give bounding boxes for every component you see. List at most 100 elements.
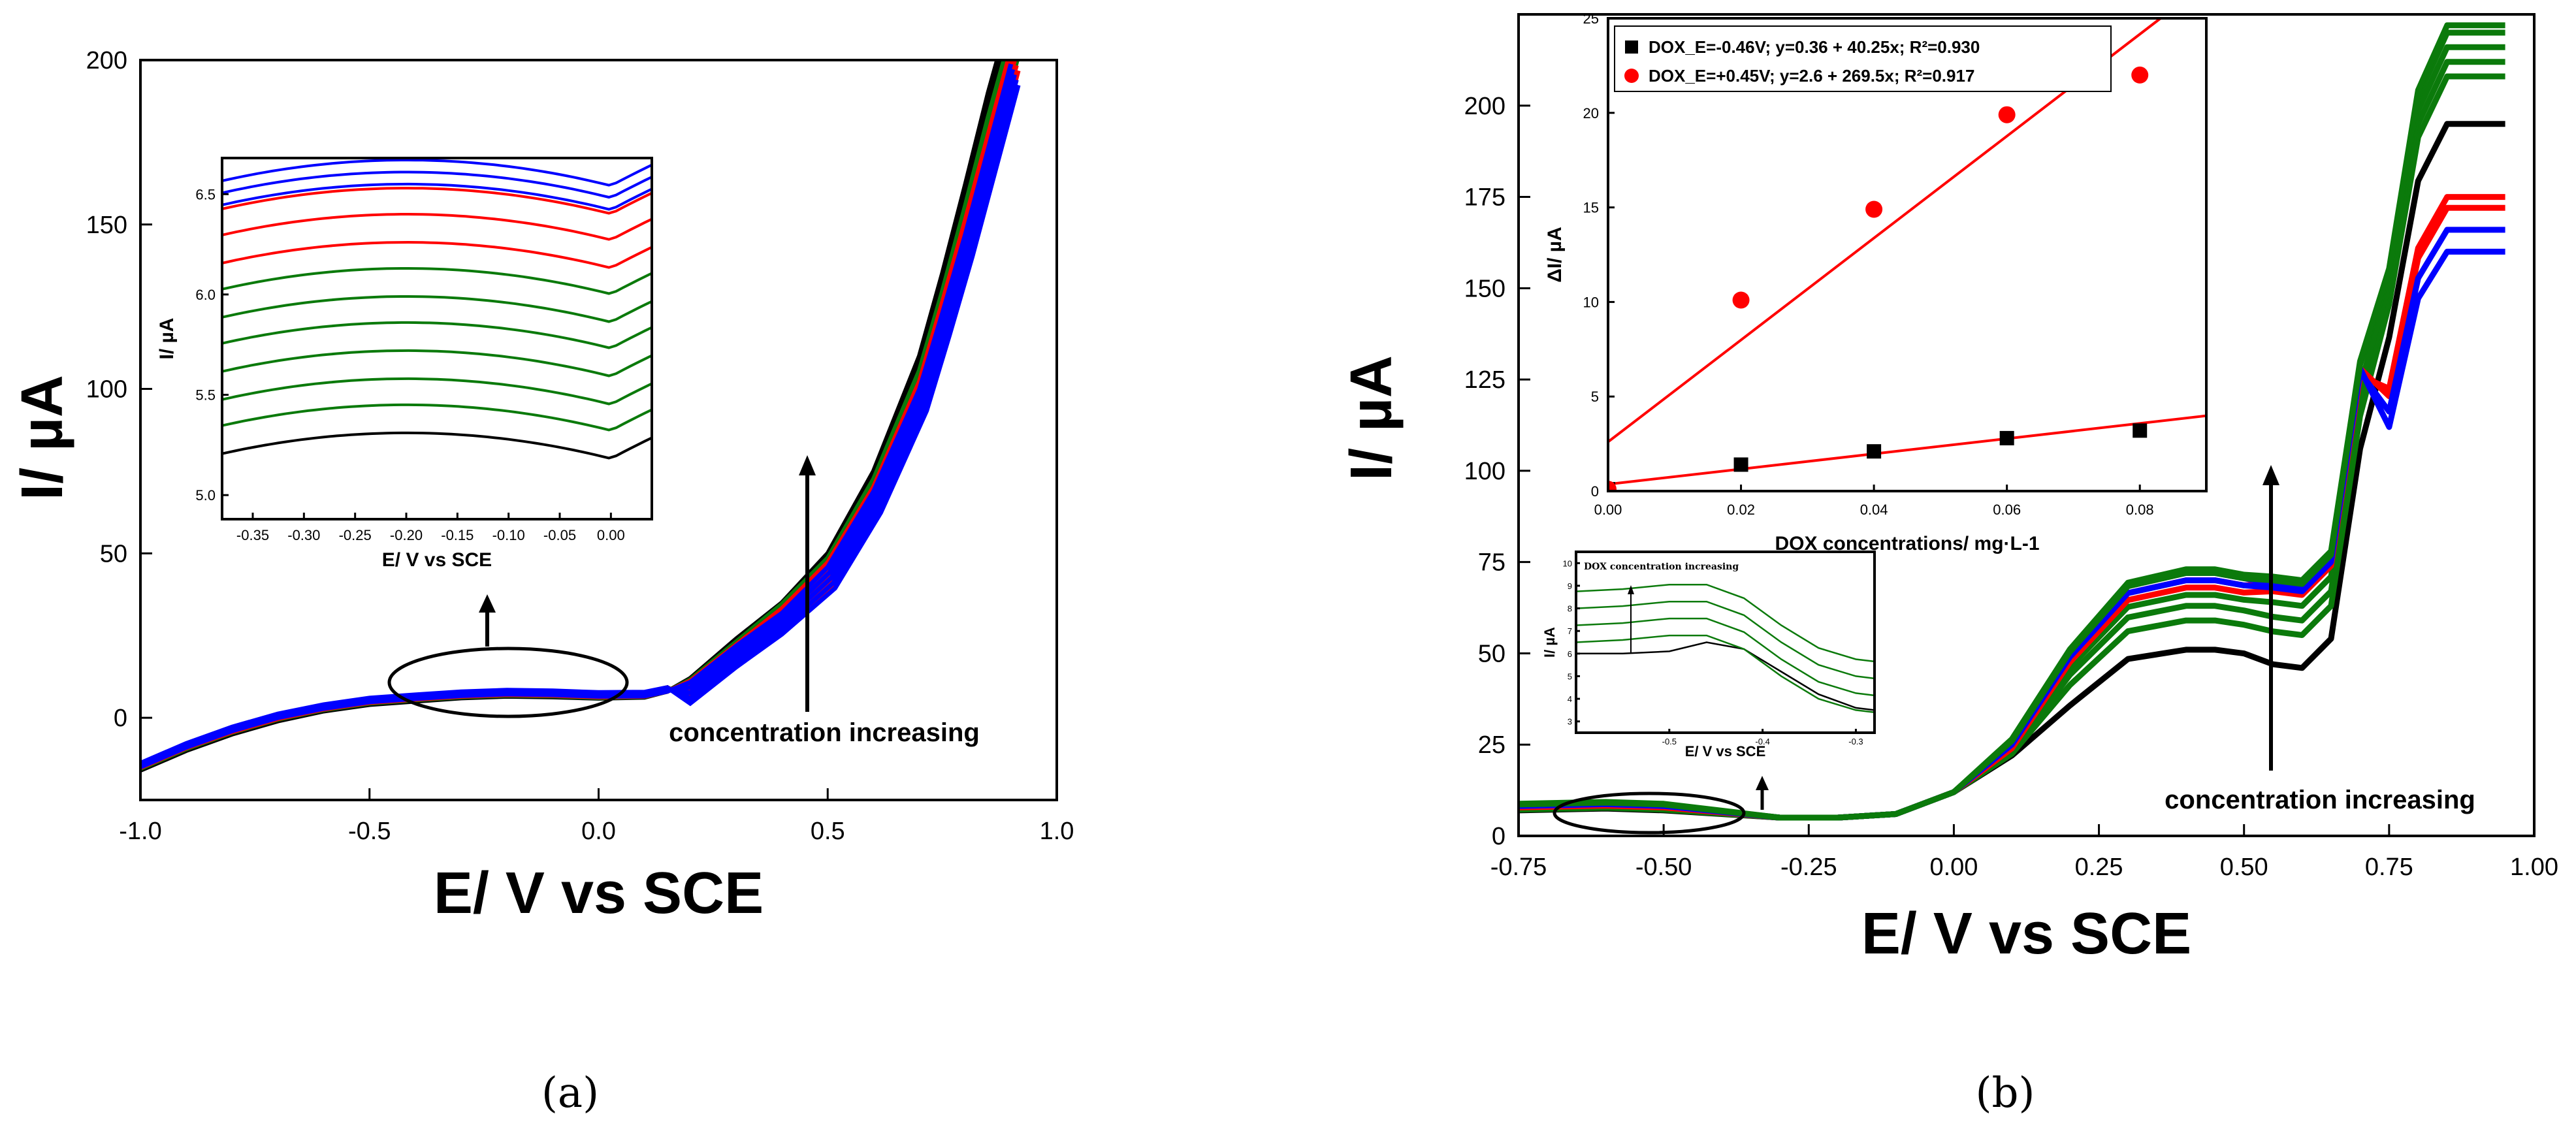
x-tick-label: -0.15 bbox=[441, 527, 474, 543]
arrow-head bbox=[1756, 776, 1769, 790]
inset-x-title: E/ V vs SCE bbox=[382, 549, 492, 571]
inset-y-title: I/ µA bbox=[156, 318, 178, 360]
y-tick-label: 75 bbox=[1478, 549, 1505, 577]
x-tick-label: 0.00 bbox=[1929, 854, 1978, 881]
y-tick-label: 150 bbox=[86, 212, 127, 239]
x-tick-label: -0.35 bbox=[236, 527, 269, 543]
x-tick-label: -0.3 bbox=[1848, 737, 1863, 746]
inset-curve bbox=[1576, 617, 1875, 697]
inset-y-title: I/ µA bbox=[1541, 627, 1558, 658]
x-tick-label: 0.06 bbox=[1993, 502, 2021, 518]
arrow-head bbox=[1628, 585, 1634, 594]
x-tick-label: 0.0 bbox=[581, 818, 616, 845]
y-tick-label: 6.0 bbox=[195, 287, 216, 303]
inset-small-title: DOX concentration increasing bbox=[1584, 562, 1739, 572]
x-tick-label: -0.75 bbox=[1490, 854, 1547, 881]
inset-curve bbox=[222, 295, 652, 323]
data-point-circle bbox=[1732, 291, 1750, 309]
y-tick-label: 10 bbox=[1563, 558, 1572, 568]
x-tick-label: -0.4 bbox=[1755, 737, 1769, 746]
y-tick-label: 5 bbox=[1591, 389, 1599, 405]
x-tick-label: -0.05 bbox=[543, 527, 576, 543]
y-tick-label: 125 bbox=[1464, 366, 1505, 394]
y-tick-label: 8 bbox=[1568, 604, 1572, 614]
data-point-square bbox=[1999, 430, 2014, 445]
inset-curve bbox=[222, 213, 652, 241]
y-tick-label: 25 bbox=[1478, 731, 1505, 759]
inset-a: -0.35 -0.30 -0.25 -0.20 -0.15 -0.10 -0.05 0.00 5… bbox=[156, 157, 653, 571]
x-axis-title: E/ V vs SCE bbox=[434, 861, 764, 926]
inset-curve bbox=[1576, 583, 1875, 663]
inset-curve bbox=[222, 349, 652, 377]
inset-curve bbox=[222, 170, 652, 199]
fit-line bbox=[1608, 414, 2206, 486]
data-point-circle bbox=[1608, 481, 1617, 491]
chart-b: -0.75 -0.50 -0.25 0.00 0.25 0.50 0.75 1.0002550… bbox=[1339, 13, 2558, 1117]
series-line bbox=[1519, 22, 2505, 821]
inset-curve bbox=[222, 267, 652, 295]
arrow-head bbox=[799, 455, 816, 475]
y-tick-label: 4 bbox=[1568, 694, 1572, 704]
x-tick-label: -0.10 bbox=[492, 527, 525, 543]
x-tick-label: -0.25 bbox=[1780, 854, 1837, 881]
x-tick-label: 0.08 bbox=[2126, 502, 2154, 518]
x-tick-label: -0.20 bbox=[390, 527, 423, 543]
inset-curve bbox=[222, 182, 652, 211]
y-tick-label: 7 bbox=[1568, 626, 1572, 636]
data-point-circle bbox=[1865, 200, 1883, 218]
y-tick-label: 10 bbox=[1583, 294, 1599, 310]
x-tick-label: -0.50 bbox=[1635, 854, 1692, 881]
y-tick-label: 200 bbox=[1464, 93, 1505, 120]
chart-a: -1.0 -0.5 0.0 0.5 1.0 0 50 100 150 200 E/ V vs SCE… bbox=[10, 47, 1074, 1117]
y-tick-label: 15 bbox=[1583, 200, 1599, 216]
concentration-annotation: concentration increasing bbox=[2165, 786, 2475, 814]
y-tick-label: 5.0 bbox=[195, 487, 216, 504]
x-tick-label: -0.5 bbox=[348, 818, 391, 845]
x-tick-label: 0.04 bbox=[1860, 502, 1888, 518]
x-tick-label: 1.0 bbox=[1040, 818, 1074, 845]
y-tick-label: 5.5 bbox=[195, 387, 216, 404]
y-tick-label: 0 bbox=[1492, 823, 1505, 850]
y-tick-label: 0 bbox=[1591, 483, 1599, 500]
data-point-square bbox=[1867, 444, 1882, 459]
data-point-circle bbox=[1998, 106, 2016, 123]
panel-label-a: (a) bbox=[541, 1069, 599, 1117]
x-tick-label: 0.5 bbox=[811, 818, 845, 845]
y-tick-label: 25 bbox=[1583, 10, 1599, 27]
x-tick-label: 0.00 bbox=[597, 527, 625, 543]
x-tick-label: 0.25 bbox=[2075, 854, 2123, 881]
y-tick-label: 3 bbox=[1568, 717, 1572, 727]
inset-frame bbox=[1607, 17, 2208, 492]
y-tick-label: 50 bbox=[100, 540, 127, 568]
legend-label: DOX_E=+0.45V; y=2.6 + 269.5x; R²=0.917 bbox=[1649, 66, 1974, 86]
legend: DOX_E=-0.46V; y=0.36 + 40.25x; R²=0.930 D… bbox=[1614, 25, 2112, 92]
inset-curve bbox=[222, 159, 652, 187]
y-tick-label: 0 bbox=[114, 705, 127, 732]
inset-x-title: E/ V vs SCE bbox=[1685, 743, 1766, 759]
legend-box bbox=[1614, 25, 2112, 92]
inset-curve bbox=[1576, 600, 1875, 680]
inset-y-title: ΔI/ µA bbox=[1544, 227, 1566, 283]
inset-small-series bbox=[1576, 583, 1875, 714]
chart-a-series bbox=[140, 60, 1021, 773]
x-tick-label: -0.30 bbox=[287, 527, 320, 543]
legend-label: DOX_E=-0.46V; y=0.36 + 40.25x; R²=0.930 bbox=[1649, 37, 1980, 57]
y-axis-title: I/ µA bbox=[1339, 355, 1404, 481]
arrow-head bbox=[479, 594, 496, 613]
y-tick-label: 20 bbox=[1583, 105, 1599, 121]
inset-small: -0.5 -0.4 -0.3 3 4 5 6 7 8 9 10 DOX concentration i… bbox=[1541, 551, 1876, 759]
inset-curve bbox=[222, 321, 652, 349]
data-point-square bbox=[1733, 457, 1748, 472]
data-point-circle bbox=[2131, 66, 2149, 84]
y-tick-label: 5 bbox=[1568, 671, 1572, 681]
x-tick-label: -0.5 bbox=[1662, 737, 1677, 746]
chart-b-series bbox=[1519, 22, 2505, 821]
y-tick-label: 50 bbox=[1478, 640, 1505, 667]
x-tick-label: -1.0 bbox=[119, 818, 161, 845]
inset-curve bbox=[1576, 634, 1875, 714]
x-tick-label: -0.25 bbox=[339, 527, 372, 543]
inset-curve bbox=[222, 403, 652, 432]
highlight-ellipse bbox=[387, 647, 629, 718]
y-tick-label: 6.5 bbox=[195, 186, 216, 202]
